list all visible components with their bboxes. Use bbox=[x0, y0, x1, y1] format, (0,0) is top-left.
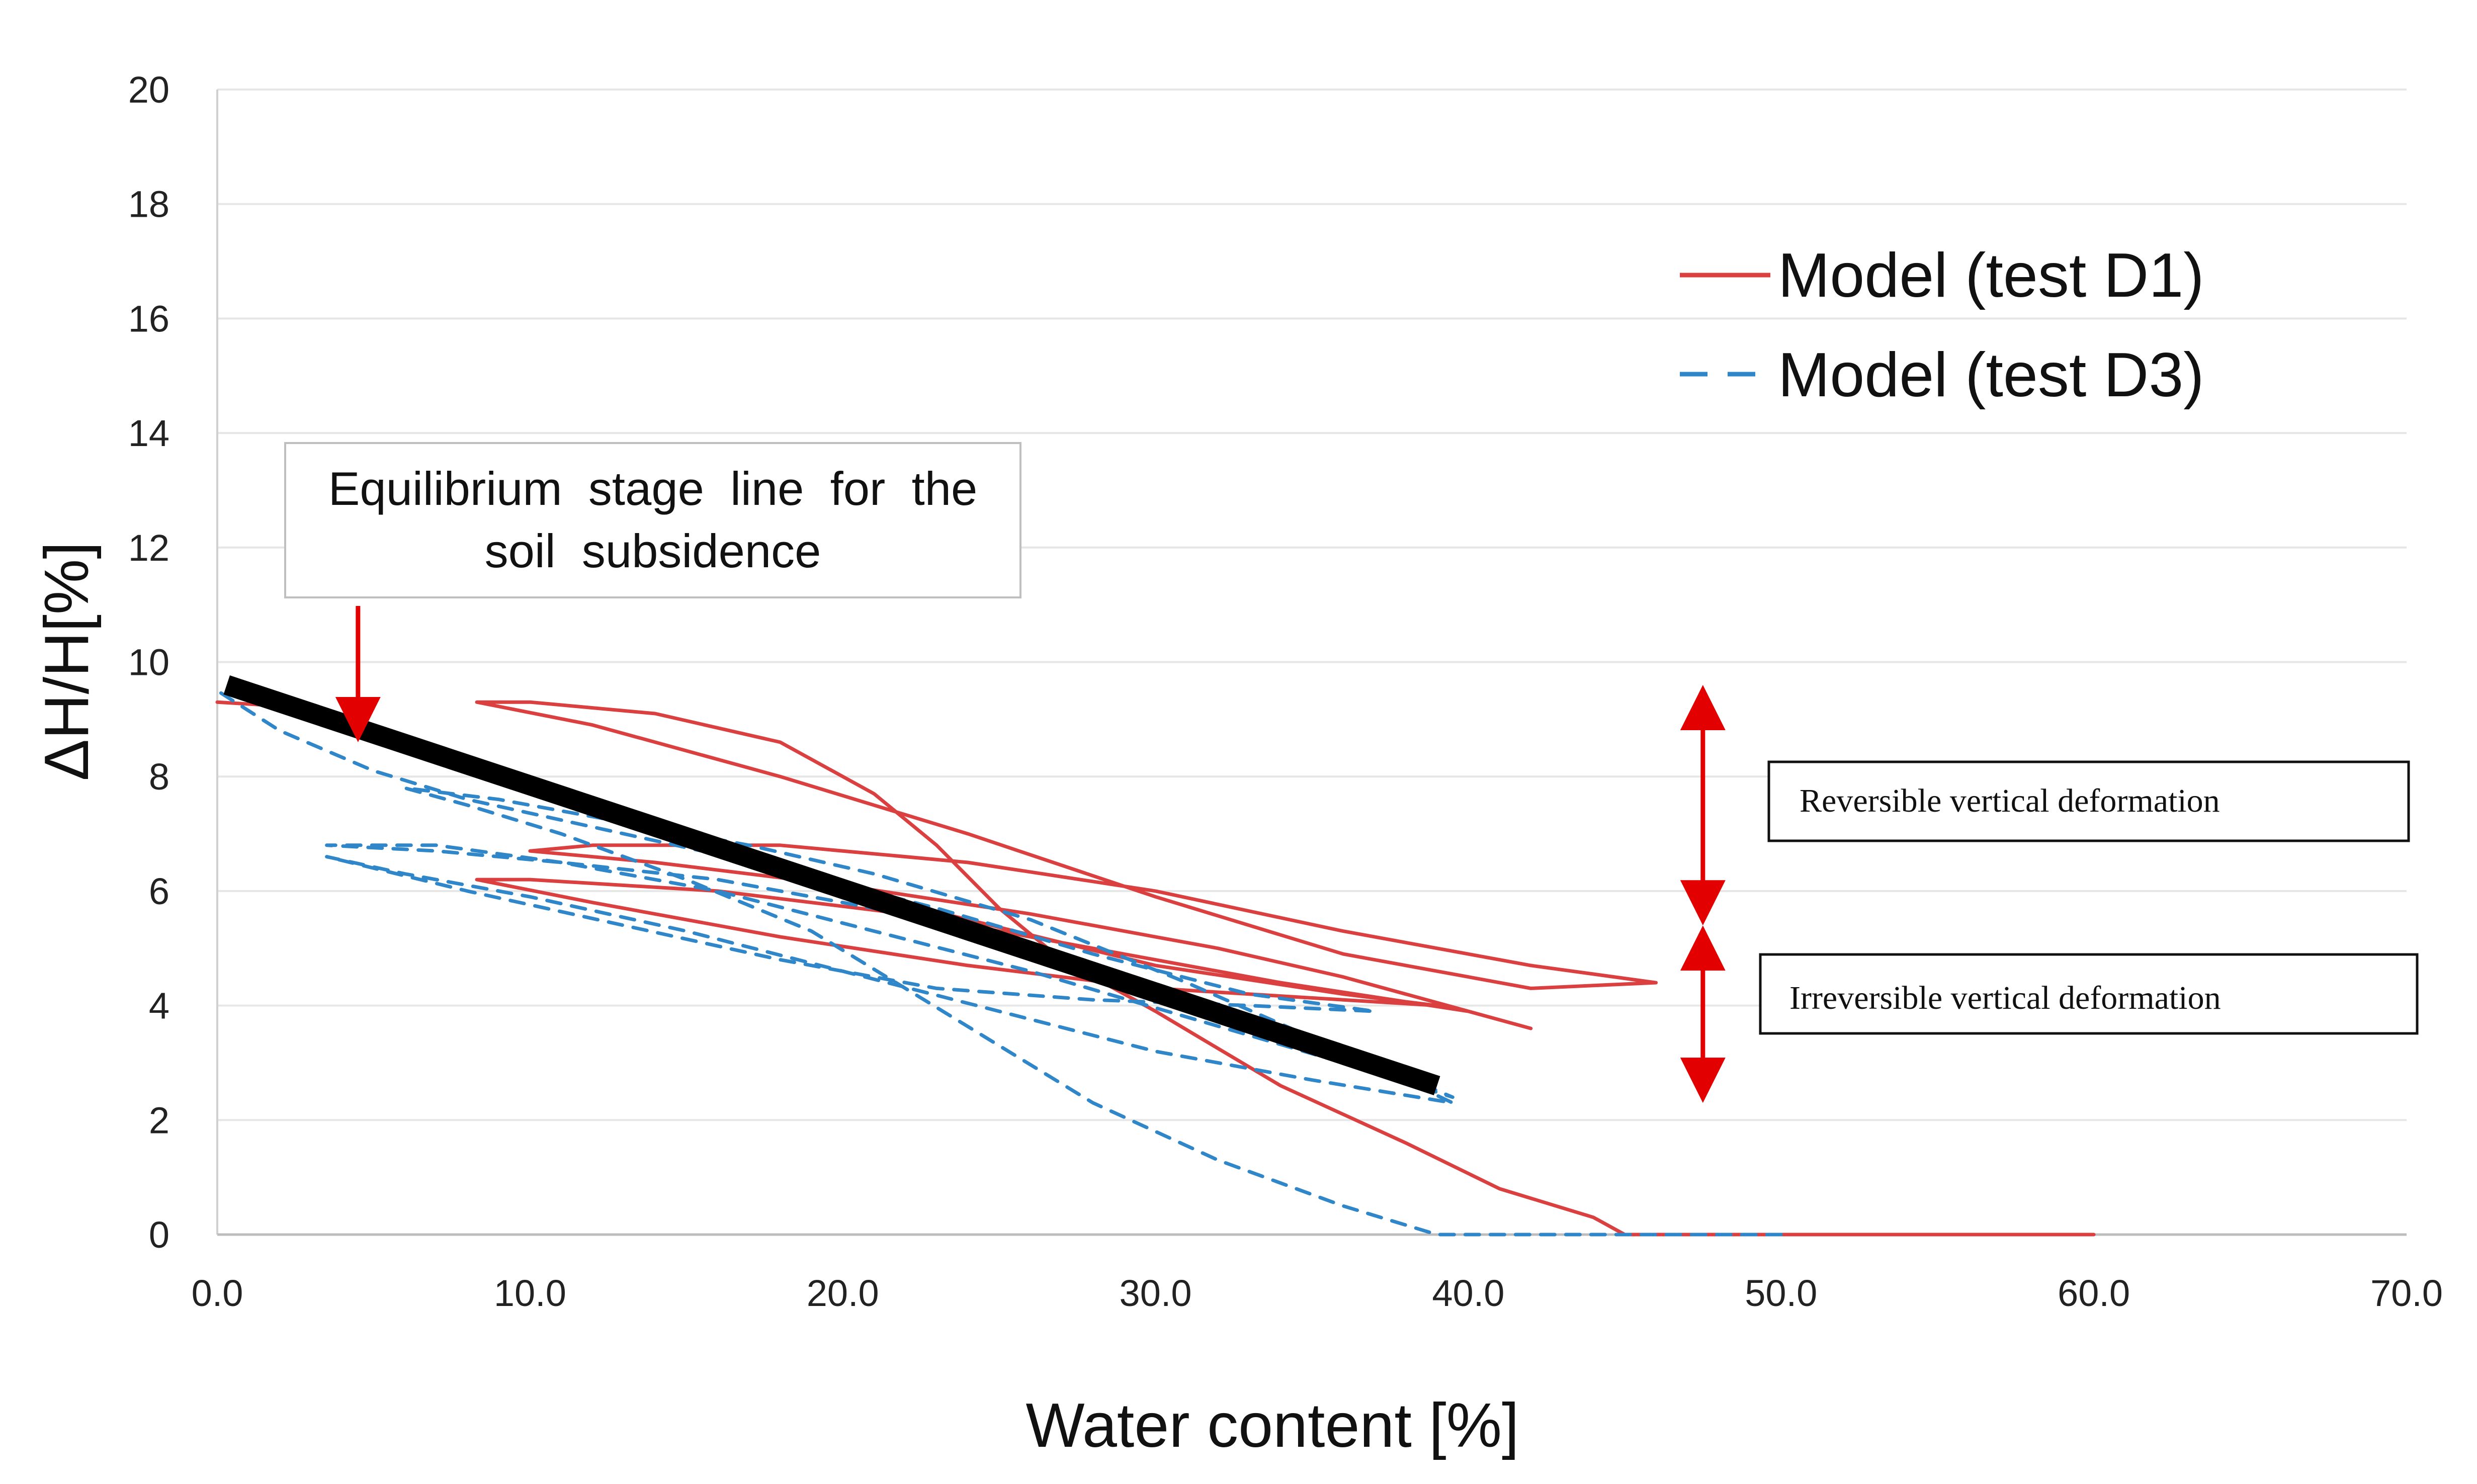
y-tick-label-14: 14 bbox=[128, 412, 169, 454]
x-tick-label-20: 20.0 bbox=[807, 1272, 879, 1314]
x-tick-label-60: 60.0 bbox=[2058, 1272, 2130, 1314]
legend-label-d1: Model (test D1) bbox=[1778, 241, 2204, 310]
y-tick-label-8: 8 bbox=[149, 756, 169, 798]
reversible-label-box bbox=[1767, 760, 2410, 842]
x-tick-label-0: 0.0 bbox=[192, 1272, 243, 1314]
irreversible-label: Irreversible vertical deformation bbox=[1789, 980, 2221, 1016]
equilibrium-stage-line bbox=[223, 675, 1440, 1095]
y-tick-label-2: 2 bbox=[149, 1099, 169, 1141]
legend: Model (test D1) Model (test D3) bbox=[1680, 241, 2204, 410]
series-line-d1 bbox=[215, 700, 2096, 1237]
x-tick-label-30: 30.0 bbox=[1120, 1272, 1192, 1314]
equilibrium-callout-line1: Equilibrium stage line for the bbox=[328, 462, 978, 515]
series-line-d3 bbox=[215, 688, 1783, 1237]
y-tick-label-4: 4 bbox=[149, 985, 169, 1027]
plot-series bbox=[215, 675, 2096, 1237]
y-tick-label-16: 16 bbox=[128, 298, 169, 339]
y-tick-label-6: 6 bbox=[149, 870, 169, 912]
x-tick-label-40: 40.0 bbox=[1432, 1272, 1504, 1314]
x-tick-label-10: 10.0 bbox=[494, 1272, 566, 1314]
legend-label-d3: Model (test D3) bbox=[1778, 340, 2204, 410]
y-tick-label-10: 10 bbox=[128, 642, 169, 683]
reversible-label: Reversible vertical deformation bbox=[1800, 782, 2220, 819]
equilibrium-callout-box bbox=[284, 442, 1021, 598]
y-tick-label-18: 18 bbox=[128, 184, 169, 225]
x-axis-title: Water content [%] bbox=[1026, 1391, 1519, 1460]
equilibrium-callout-line2: soil subsidence bbox=[485, 525, 821, 577]
y-tick-label-12: 12 bbox=[128, 527, 169, 569]
y-axis-title: ΔH/H[%] bbox=[32, 542, 102, 781]
irreversible-label-box bbox=[1759, 953, 2419, 1035]
y-tick-label-0: 0 bbox=[149, 1214, 169, 1256]
x-tick-label-70: 70.0 bbox=[2370, 1272, 2443, 1314]
y-tick-label-20: 20 bbox=[128, 69, 169, 111]
x-tick-label-50: 50.0 bbox=[1745, 1272, 1817, 1314]
